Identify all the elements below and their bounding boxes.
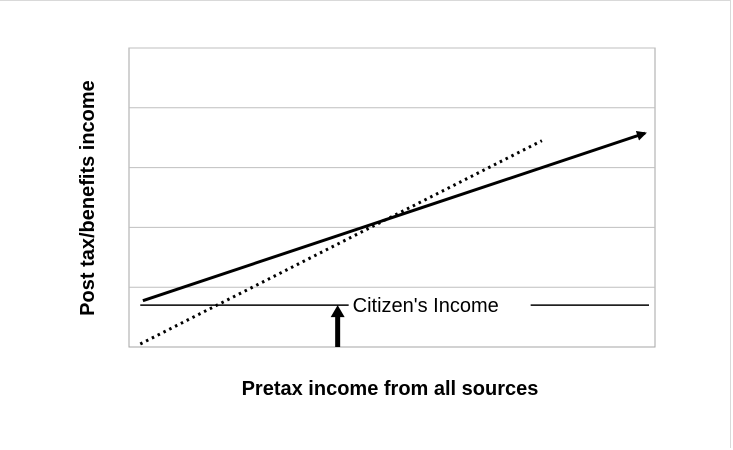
gridlines: [129, 47, 655, 288]
solid-series-arrow: [142, 131, 647, 303]
up-arrow-head: [330, 305, 345, 318]
x-axis-label: Pretax income from all sources: [242, 378, 539, 400]
plot-area: Citizen's Income: [128, 47, 656, 348]
y-axis-label: Post tax/benefits income: [77, 80, 99, 316]
series-layer: Citizen's Income: [139, 131, 649, 347]
citizens-income-label: Citizen's Income: [353, 295, 499, 317]
